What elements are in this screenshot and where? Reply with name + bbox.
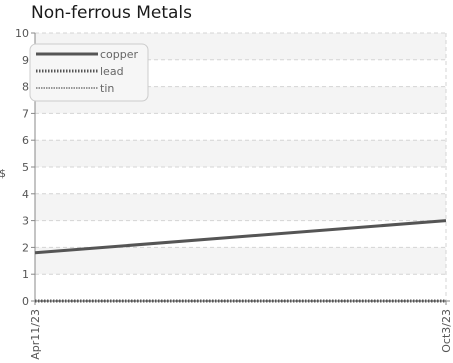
legend-label-lead: lead [100, 65, 124, 78]
grid-band [35, 193, 446, 221]
y-tick-label: 0 [22, 295, 29, 308]
y-tick-label: 10 [15, 27, 29, 40]
y-tick-label: 2 [22, 241, 29, 254]
grid-band [35, 140, 446, 167]
y-tick-label: 6 [22, 134, 29, 147]
y-tick-label: 1 [22, 268, 29, 281]
y-tick-label: 8 [22, 81, 29, 94]
series-line-copper [34, 219, 447, 255]
grid-band [35, 247, 446, 275]
legend-label-copper: copper [100, 48, 139, 61]
y-tick-label: 9 [22, 54, 29, 67]
y-tick-label: 4 [22, 188, 29, 201]
y-tick-label: 5 [22, 161, 29, 174]
legend-label-tin: tin [100, 82, 114, 95]
x-tick-label: Apr11/23 [29, 309, 42, 360]
legend [29, 43, 149, 102]
y-axis-label: $ [0, 167, 6, 180]
chart-title: Non-ferrous Metals [31, 3, 193, 23]
y-tick-label: 3 [22, 215, 29, 228]
y-tick-label: 7 [22, 107, 29, 120]
x-tick-label: Oct3/23 [440, 309, 453, 353]
